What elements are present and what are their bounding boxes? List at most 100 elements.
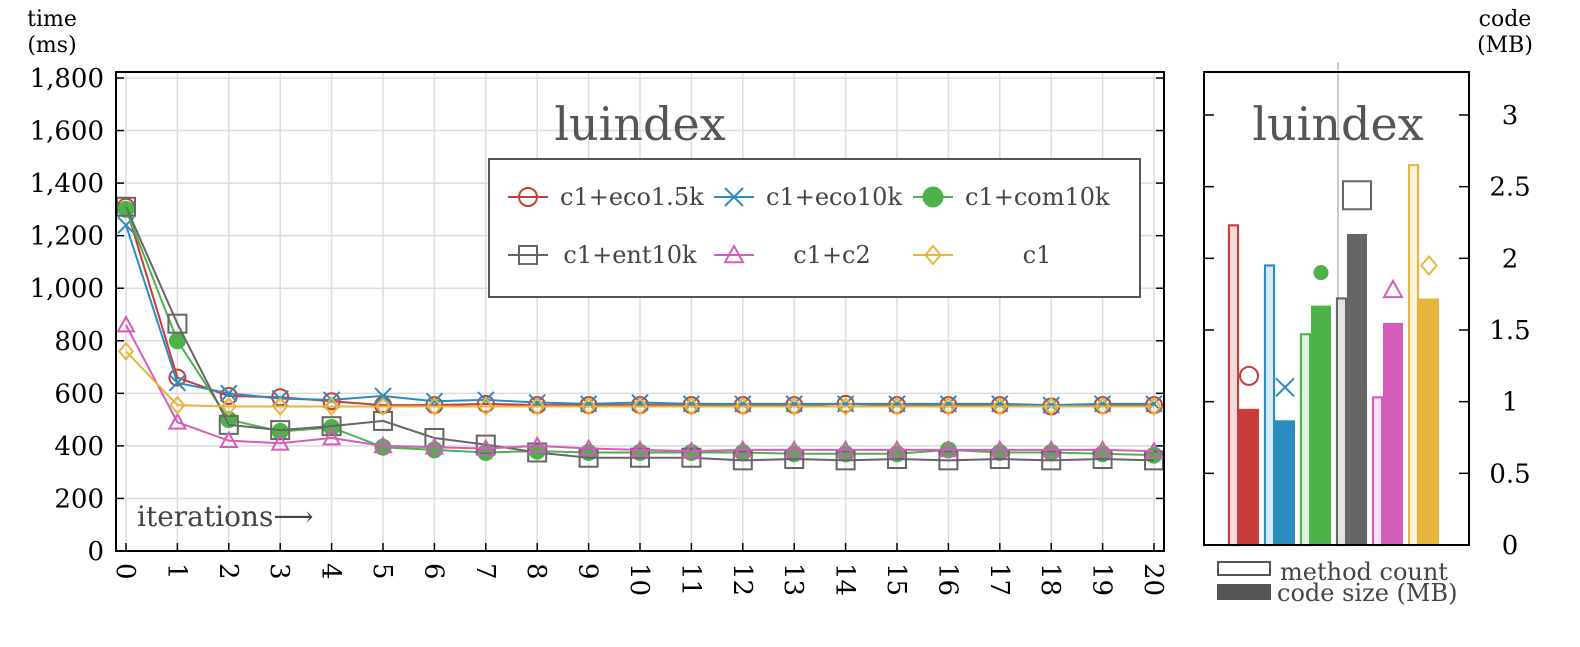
y-tick-label: 200 — [54, 484, 104, 514]
data-point-c1-c2 — [321, 427, 342, 446]
bar-chart-y-ticks: 0 0.5 1 1.5 2 2.5 3 — [1204, 101, 1531, 561]
data-point-c1-c2 — [733, 439, 753, 458]
bar-method-count-fill — [1410, 166, 1417, 544]
data-point-c1 — [1043, 396, 1060, 417]
legend-marker — [518, 245, 538, 265]
legend-label: c1+c2 — [793, 241, 871, 269]
data-point-c1 — [888, 396, 906, 417]
x-tick-label: 9 — [573, 563, 603, 580]
bar-chart-title: luindex — [1252, 97, 1423, 151]
legend-label: c1+ent10k — [563, 241, 697, 269]
y-tick-label: 1.5 — [1489, 316, 1530, 346]
bar-method-count-fill — [1266, 267, 1273, 544]
bar-marker — [1342, 180, 1372, 211]
legend-item-c1-eco1-5k: c1+eco1.5k — [508, 183, 704, 211]
x-tick-label: 10 — [624, 563, 654, 596]
data-point-c1-c2 — [424, 437, 445, 455]
line-chart-y-ticks: 0 200 400 600 800 1,000 1,200 1,400 1,600 1,800 — [30, 64, 1164, 567]
x-tick-label: 12 — [727, 563, 757, 596]
x-tick-label: 7 — [470, 563, 500, 580]
iterations-annotation: iterations⟶ — [137, 500, 313, 533]
y-tick-label: 600 — [54, 379, 104, 409]
bar-marker — [1313, 265, 1329, 281]
data-point-c1 — [220, 396, 237, 417]
x-tick-label: 19 — [1087, 563, 1117, 596]
bar-chart: code (MB) 0 0.5 1 1.5 2 2.5 3 luindex method c… — [1203, 7, 1533, 607]
data-point-c1-c2 — [219, 430, 239, 449]
bar-method-count-fill — [1302, 335, 1309, 544]
data-point-c1 — [786, 396, 803, 417]
bar-marker — [1382, 278, 1404, 299]
bar-chart-ylabel-line1: code — [1479, 7, 1532, 32]
data-point-c1 — [837, 396, 854, 417]
line-chart-ylabel-line1: time — [27, 7, 77, 32]
bar-group-c1 — [1407, 164, 1439, 547]
data-point-c1-c2 — [990, 439, 1010, 458]
data-point-c1-eco1-5k — [322, 392, 341, 411]
series-line-c1-ent10k — [125, 206, 1155, 462]
legend-label: c1+eco1.5k — [560, 183, 704, 211]
x-tick-label: 3 — [264, 563, 294, 580]
y-tick-label: 400 — [54, 432, 104, 462]
bar-chart-frame — [1203, 71, 1470, 546]
line-chart-title: luindex — [554, 97, 725, 151]
legend-item-c1: c1 — [913, 241, 1051, 269]
bar-marker — [1420, 254, 1438, 277]
data-point-c1-c2 — [1092, 439, 1113, 458]
data-point-c1-eco10k — [374, 387, 392, 405]
legend-marker — [723, 243, 745, 264]
data-point-c1-c2 — [1041, 439, 1061, 458]
data-point-c1-eco1-5k — [168, 368, 187, 387]
data-point-c1-c2 — [835, 439, 856, 458]
bar-code-size — [1347, 233, 1367, 545]
data-point-c1 — [272, 396, 289, 417]
bar-marker — [1239, 365, 1259, 386]
x-tick-label: 13 — [778, 563, 808, 596]
line-chart-legend: c1+eco1.5k c1+eco10k c1+com10k c1+ent10k c1+… — [488, 158, 1141, 298]
data-point-c1 — [1145, 396, 1163, 417]
data-point-c1-c2 — [938, 439, 959, 458]
legend-method-count-label: method count — [1280, 558, 1448, 586]
y-tick-label: 0 — [87, 537, 104, 567]
bar-code-size — [1383, 322, 1403, 545]
bar-code-size — [1275, 420, 1295, 545]
data-point-c1-c2 — [784, 439, 804, 458]
bar-code-size — [1239, 408, 1259, 545]
x-tick-label: 14 — [830, 563, 860, 596]
data-point-c1-ent10k — [630, 447, 650, 468]
x-tick-label: 11 — [675, 563, 705, 596]
legend-item-c1-com10k: c1+com10k — [913, 183, 1110, 211]
bar-chart-bars — [1227, 164, 1439, 547]
legend-marker — [518, 187, 538, 207]
data-point-c1-c2 — [527, 435, 547, 454]
legend-marker — [724, 187, 744, 207]
y-tick-label: 1,800 — [30, 64, 104, 94]
y-tick-label: 0 — [1502, 531, 1519, 561]
data-point-c1-c2 — [681, 441, 702, 459]
series-c1-c2 — [116, 314, 1164, 459]
bar-method-count-fill — [1374, 398, 1381, 544]
data-point-c1-c2 — [887, 439, 907, 458]
legend-item-c1-c2: c1+c2 — [714, 241, 871, 269]
data-point-c1-ent10k — [373, 410, 393, 431]
x-tick-label: 8 — [521, 563, 551, 580]
x-tick-label: 17 — [984, 563, 1014, 596]
legend-label: c1+eco10k — [766, 183, 902, 211]
bar-group-c1-ent10k — [1335, 180, 1372, 547]
bar-group-c1-c2 — [1371, 278, 1404, 547]
y-tick-label: 2.5 — [1489, 173, 1530, 203]
data-point-c1-ent10k — [167, 313, 188, 334]
data-point-c1 — [991, 396, 1008, 417]
y-tick-label: 1,400 — [30, 169, 104, 199]
data-point-c1 — [323, 396, 340, 417]
data-point-c1-c2 — [373, 435, 393, 454]
legend-label: c1+com10k — [965, 183, 1110, 211]
data-point-c1-c2 — [167, 412, 188, 430]
bar-group-c1-eco10k — [1263, 264, 1295, 547]
data-point-c1 — [1094, 396, 1111, 417]
data-point-c1 — [734, 396, 751, 417]
data-point-c1-eco10k — [1042, 396, 1060, 414]
legend-marker — [924, 244, 942, 266]
data-point-c1 — [374, 396, 392, 417]
line-chart-frame — [115, 71, 1165, 552]
